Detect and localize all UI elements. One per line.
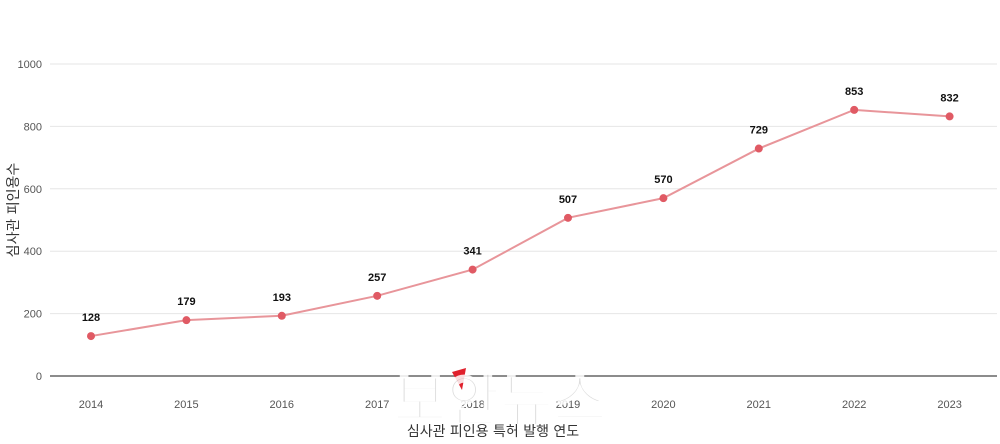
- grid-lines: [50, 63, 997, 315]
- y-tick-label: 800: [24, 121, 42, 133]
- series-line: [90, 108, 950, 338]
- y-tick-label: 200: [24, 309, 42, 321]
- y-axis-title: 심사관 피인용수: [6, 163, 22, 258]
- y-tick-label: 0: [36, 371, 42, 383]
- data-label: 729: [750, 125, 768, 137]
- y-tick-label: 600: [24, 184, 42, 196]
- x-tick-label: 2023: [937, 399, 961, 411]
- x-tick-label: 2022: [842, 399, 866, 411]
- data-label: 341: [463, 246, 481, 258]
- x-tick-label: 2018: [460, 399, 484, 411]
- data-points: [87, 105, 954, 341]
- data-label: 853: [845, 86, 863, 98]
- y-tick-label: 400: [24, 246, 42, 258]
- y-tick-labels: 0 200 400 600 800 1000: [18, 59, 42, 383]
- data-labels: 128 179 193 257 341 507 570 729 853 832: [82, 86, 959, 324]
- x-tick-label: 2019: [556, 399, 580, 411]
- x-tick-label: 2021: [747, 399, 771, 411]
- data-label: 128: [82, 312, 100, 324]
- data-label: 507: [559, 194, 577, 206]
- data-point: [945, 112, 954, 121]
- x-tick-label: 2020: [651, 399, 675, 411]
- x-tick-label: 2015: [174, 399, 198, 411]
- x-tick-labels: 2014 2015 2016 2017 2018 2019 2020 2021 2022 2023: [79, 399, 962, 411]
- data-point: [468, 265, 477, 274]
- data-point: [182, 316, 191, 325]
- data-point: [564, 213, 572, 222]
- data-label: 179: [177, 296, 195, 308]
- data-point: [277, 311, 286, 320]
- y-tick-label: 1000: [18, 59, 42, 71]
- data-label: 570: [654, 174, 672, 186]
- watermark-marker-icon: [452, 368, 466, 390]
- data-label: 832: [940, 92, 958, 104]
- watermark-logo: 보안뉴스: [392, 366, 607, 436]
- watermark-text: 보안뉴스: [393, 367, 606, 435]
- x-tick-label: 2016: [270, 399, 294, 411]
- data-point: [850, 105, 859, 114]
- data-point: [87, 332, 95, 341]
- data-label: 257: [368, 272, 386, 284]
- x-tick-label: 2014: [79, 399, 103, 411]
- data-label: 193: [273, 292, 291, 304]
- data-point: [373, 291, 382, 300]
- data-point: [659, 194, 668, 203]
- x-axis-title: 심사관 피인용 특허 발행 연도: [407, 424, 579, 440]
- x-tick-label: 2017: [365, 399, 389, 411]
- data-point: [754, 144, 763, 153]
